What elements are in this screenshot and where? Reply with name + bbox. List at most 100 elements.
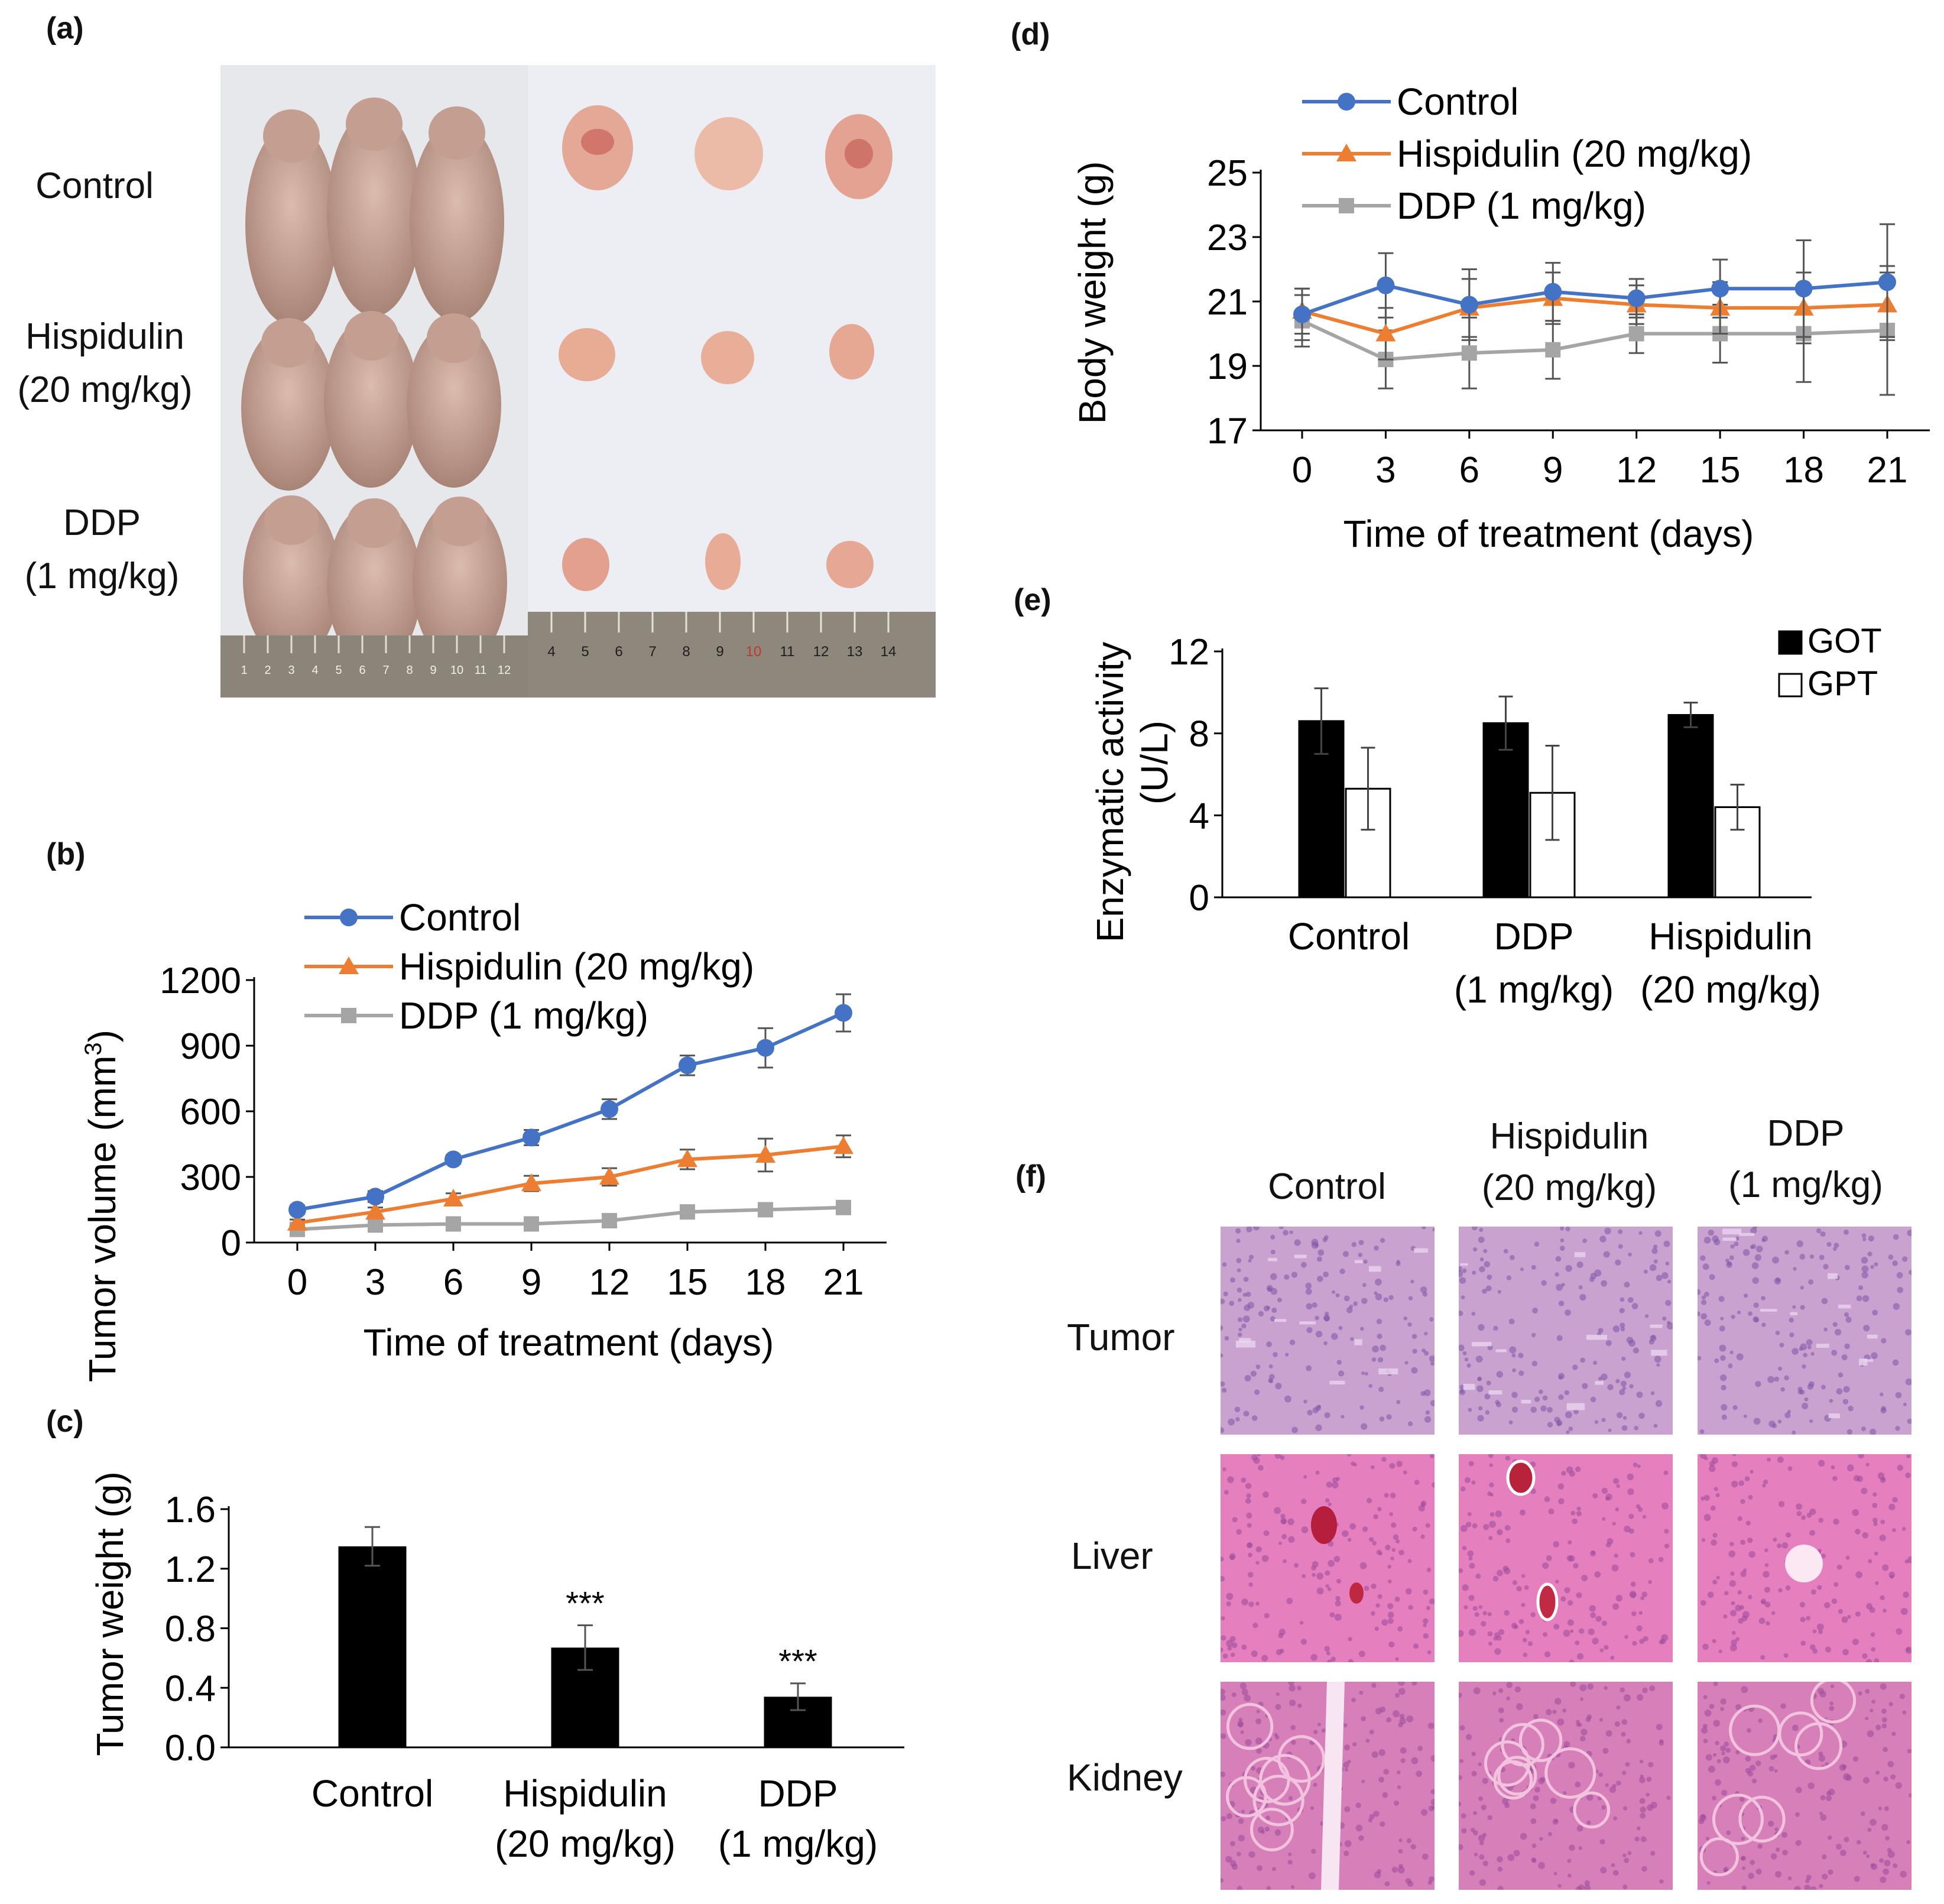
cell-nucleus [1896,1628,1903,1635]
cell-nucleus [1406,1715,1414,1723]
cell-nucleus [1789,1318,1794,1323]
y-tick-label: 1200 [160,961,241,1001]
cell-nucleus [1284,1395,1291,1403]
cell-nucleus [1512,1368,1516,1373]
cell-nucleus [1336,1578,1341,1584]
cell-nucleus [1369,1814,1375,1819]
cell-nucleus [1416,1770,1423,1778]
cell-nucleus [1611,1564,1619,1572]
cell-nucleus [1404,1361,1408,1365]
cell-nucleus [1365,1738,1370,1743]
cell-nucleus [1248,1851,1255,1858]
cell-nucleus [1810,1886,1817,1893]
cell-nucleus [1846,1429,1852,1435]
cell-nucleus [1748,1494,1753,1500]
cell-nucleus [1654,1230,1661,1237]
cell-nucleus [1741,1836,1745,1841]
cell-nucleus [1780,1703,1786,1709]
cell-nucleus [1291,1426,1298,1433]
cell-nucleus [1576,1723,1580,1727]
glomerulus [1501,1723,1544,1767]
cell-nucleus [1830,1684,1835,1688]
cell-nucleus [1580,1728,1588,1736]
cell-nucleus [1885,1835,1890,1841]
cell-nucleus [1620,1297,1625,1302]
cell-nucleus [1325,1311,1329,1316]
cell-nucleus [1598,1376,1602,1381]
stroma [1354,1339,1362,1345]
cell-nucleus [1380,1821,1385,1827]
cell-nucleus [1465,1734,1472,1740]
cell-nucleus [1247,1302,1254,1309]
cell-nucleus [1721,1384,1726,1391]
cell-nucleus [1343,1295,1350,1302]
cell-nucleus [1706,1881,1711,1885]
cell-nucleus [1720,1355,1726,1361]
cell-nucleus [1472,1523,1478,1529]
cell-nucleus [1541,1280,1547,1286]
cell-nucleus [1795,1840,1802,1846]
cell-nucleus [1300,1261,1307,1268]
cell-nucleus [1569,1844,1575,1851]
cell-nucleus [1842,1764,1847,1769]
cell-nucleus [1430,1361,1435,1366]
cell-nucleus [1289,1699,1296,1707]
cell-nucleus [1458,1568,1463,1574]
chart-b-ylabel-main: Tumor volume (mm [81,1056,124,1382]
ruler-left-ticks: 1 2 3 4 5 6 7 8 9 10 11 12 [241,635,511,677]
cell-nucleus [1429,1317,1434,1322]
cell-nucleus [1228,1418,1235,1426]
cell-nucleus [1423,1633,1429,1639]
cell-nucleus [1731,1639,1737,1646]
vessel [1785,1545,1823,1582]
cell-nucleus [1377,1334,1382,1339]
cell-nucleus [1399,1717,1406,1724]
cell-nucleus [1725,1258,1729,1263]
cell-nucleus [1521,1603,1526,1607]
cell-nucleus [1661,1502,1669,1510]
cell-nucleus [1726,1830,1731,1835]
cell-nucleus [1422,1853,1429,1860]
cell-nucleus [1822,1873,1828,1880]
cell-nucleus [1884,1806,1889,1811]
cell-nucleus [1721,1789,1728,1796]
row-label-ddp-line1: DDP [63,502,141,543]
mice-row-control [245,98,504,325]
cell-nucleus [1372,1540,1377,1546]
cell-nucleus [1881,1717,1887,1723]
cell-nucleus [1565,1264,1572,1272]
cell-nucleus [1643,1269,1648,1274]
cell-nucleus [1553,1623,1560,1630]
cell-nucleus [1505,1455,1511,1461]
cell-nucleus [1429,1876,1435,1882]
cell-nucleus [1865,1689,1870,1694]
cell-nucleus [1218,1427,1225,1433]
cell-nucleus [1695,1289,1701,1295]
legend-marker [340,909,358,926]
cell-nucleus [1627,1297,1634,1303]
cell-nucleus [1628,1513,1634,1519]
cell-nucleus [1311,1238,1319,1246]
cell-nucleus [1335,1595,1341,1601]
cell-nucleus [1287,1518,1294,1526]
cell-nucleus [1577,1653,1584,1660]
cell-nucleus [1372,1345,1379,1352]
cell-nucleus [1494,1648,1501,1655]
cell-nucleus [1241,1324,1247,1329]
cell-nucleus [1255,1601,1260,1606]
cell-nucleus [1520,1832,1527,1840]
cell-nucleus [1809,1508,1816,1515]
cell-nucleus [1865,1717,1869,1721]
cell-nucleus [1861,1233,1867,1238]
cell-nucleus [1411,1680,1417,1686]
cell-nucleus [1245,1498,1251,1504]
cell-nucleus [1700,1313,1708,1320]
cell-nucleus [1247,1572,1254,1578]
cell-nucleus [1666,1795,1671,1800]
cell-nucleus [1868,1235,1875,1242]
cell-nucleus [1565,1227,1570,1232]
cell-nucleus [1547,1422,1553,1428]
cell-nucleus [1631,1303,1638,1309]
cell-nucleus [1719,1325,1725,1332]
cell-nucleus [1871,1352,1878,1360]
